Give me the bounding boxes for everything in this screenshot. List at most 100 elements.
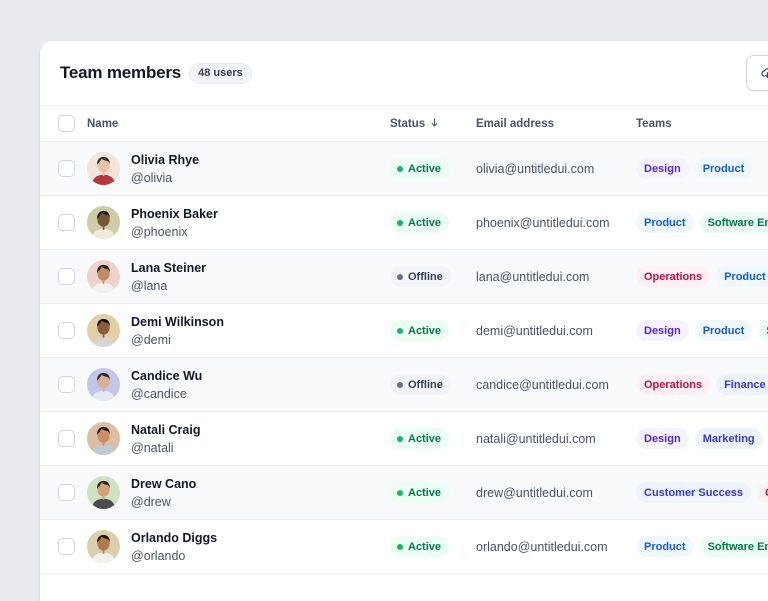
status-label: Active: [408, 540, 442, 553]
email-address: lana@untitledui.com: [476, 269, 590, 284]
status-dot-icon: [397, 273, 403, 280]
team-members-table: Name Status Email address Teams Ol: [40, 105, 768, 574]
row-select-checkbox[interactable]: [58, 268, 75, 285]
person-name: Olivia Rhye: [131, 152, 200, 167]
cell-name: Orlando Diggs @orlando: [40, 529, 390, 565]
table-row[interactable]: Lana Steiner @lana Offline lana@untitledui.…: [40, 250, 768, 304]
team-tag[interactable]: Product: [694, 320, 753, 341]
table-row[interactable]: Drew Cano @drew Active drew@untitledui.com C…: [40, 466, 768, 520]
cell-teams: Operations Product: [636, 266, 768, 287]
table-body: Olivia Rhye @olivia Active olivia@untitledu…: [40, 142, 768, 574]
team-tag[interactable]: Customer Success: [636, 482, 752, 503]
person-info: Phoenix Baker @phoenix: [131, 205, 218, 241]
card-header: Team members 48 users Download: [40, 41, 768, 105]
team-tag[interactable]: Software Engineering: [699, 212, 768, 233]
cell-email: demi@untitledui.com: [476, 322, 636, 340]
table-row[interactable]: Demi Wilkinson @demi Active demi@untitledui…: [40, 304, 768, 358]
status-badge: Active: [390, 482, 450, 503]
column-header-teams: Teams: [636, 118, 768, 130]
avatar: [87, 476, 120, 509]
status-label: Offline: [408, 270, 443, 283]
team-tag[interactable]: Product: [636, 536, 694, 557]
cell-name: Drew Cano @drew: [40, 475, 390, 511]
row-select-checkbox[interactable]: [58, 484, 75, 501]
status-badge: Active: [390, 158, 450, 179]
cell-email: candice@untitledui.com: [476, 376, 636, 394]
row-select-checkbox[interactable]: [58, 214, 75, 231]
column-header-email: Email address: [476, 118, 636, 130]
row-select-checkbox[interactable]: [58, 538, 75, 555]
status-badge: Offline: [390, 374, 451, 395]
table-row[interactable]: Orlando Diggs @orlando Active orlando@untit…: [40, 520, 768, 574]
person-handle: @lana: [131, 278, 168, 293]
column-header-status[interactable]: Status: [390, 117, 476, 131]
table-row[interactable]: Candice Wu @candice Offline candice@untitle…: [40, 358, 768, 412]
status-badge: Offline: [390, 266, 451, 287]
status-dot-icon: [397, 489, 403, 496]
team-tag[interactable]: Operations: [757, 482, 768, 503]
person-handle: @drew: [131, 494, 171, 509]
cell-email: lana@untitledui.com: [476, 268, 636, 286]
cell-name: Candice Wu @candice: [40, 367, 390, 403]
email-address: natali@untitledui.com: [476, 431, 596, 446]
person-name: Candice Wu: [131, 368, 203, 383]
cell-status: Active: [390, 158, 476, 179]
download-button[interactable]: Download: [745, 55, 768, 91]
person-handle: @candice: [131, 386, 187, 401]
cell-status: Active: [390, 212, 476, 233]
status-dot-icon: [397, 219, 403, 226]
table-row[interactable]: Olivia Rhye @olivia Active olivia@untitledu…: [40, 142, 768, 196]
team-tag[interactable]: Marketing: [694, 428, 763, 449]
table-row[interactable]: Natali Craig @natali Active natali@untitled…: [40, 412, 768, 466]
cell-teams: Operations Finance: [636, 374, 768, 395]
cell-email: olivia@untitledui.com: [476, 160, 636, 178]
row-select-checkbox[interactable]: [58, 322, 75, 339]
person-info: Lana Steiner @lana: [131, 259, 206, 295]
team-tag[interactable]: Product: [636, 212, 694, 233]
person-handle: @phoenix: [131, 224, 188, 239]
email-address: demi@untitledui.com: [476, 323, 593, 338]
avatar: [87, 260, 120, 293]
column-header-status-label: Status: [390, 117, 426, 130]
team-tag[interactable]: Product: [716, 266, 768, 287]
select-all-checkbox[interactable]: [58, 115, 75, 132]
avatar: [87, 152, 120, 185]
team-tag[interactable]: Operations: [636, 266, 711, 287]
title-group: Team members 48 users: [60, 62, 252, 84]
column-header-name-label: Name: [87, 117, 119, 130]
team-tag[interactable]: Design: [636, 158, 689, 179]
table-row[interactable]: Phoenix Baker @phoenix Active phoenix@untit…: [40, 196, 768, 250]
team-tag[interactable]: Product: [694, 158, 753, 179]
cell-email: natali@untitledui.com: [476, 430, 636, 448]
row-select-checkbox[interactable]: [58, 376, 75, 393]
person-name: Phoenix Baker: [131, 206, 218, 221]
cell-name: Olivia Rhye @olivia: [40, 151, 390, 187]
team-tag[interactable]: Design: [636, 320, 689, 341]
person-name: Natali Craig: [131, 422, 201, 437]
status-dot-icon: [397, 165, 403, 172]
email-address: phoenix@untitledui.com: [476, 215, 610, 230]
person-handle: @olivia: [131, 170, 173, 185]
cell-name: Demi Wilkinson @demi: [40, 313, 390, 349]
team-tag[interactable]: Operations: [636, 374, 711, 395]
person-name: Drew Cano: [131, 476, 197, 491]
row-select-checkbox[interactable]: [58, 160, 75, 177]
status-badge: Active: [390, 212, 450, 233]
cell-status: Active: [390, 482, 476, 503]
status-label: Offline: [408, 378, 443, 391]
team-tag[interactable]: Software Engineering: [758, 320, 768, 341]
cell-name: Natali Craig @natali: [40, 421, 390, 457]
team-tag[interactable]: Design: [636, 428, 689, 449]
person-info: Olivia Rhye @olivia: [131, 151, 199, 187]
person-info: Candice Wu @candice: [131, 367, 202, 403]
team-tag[interactable]: Finance: [716, 374, 768, 395]
status-label: Active: [408, 432, 442, 445]
row-select-checkbox[interactable]: [58, 430, 75, 447]
email-address: olivia@untitledui.com: [476, 161, 595, 176]
status-label: Active: [408, 162, 442, 175]
team-tag[interactable]: Software Engineering: [699, 536, 768, 557]
person-info: Demi Wilkinson @demi: [131, 313, 224, 349]
cell-email: orlando@untitledui.com: [476, 538, 636, 556]
status-label: Active: [408, 216, 442, 229]
email-address: candice@untitledui.com: [476, 377, 609, 392]
